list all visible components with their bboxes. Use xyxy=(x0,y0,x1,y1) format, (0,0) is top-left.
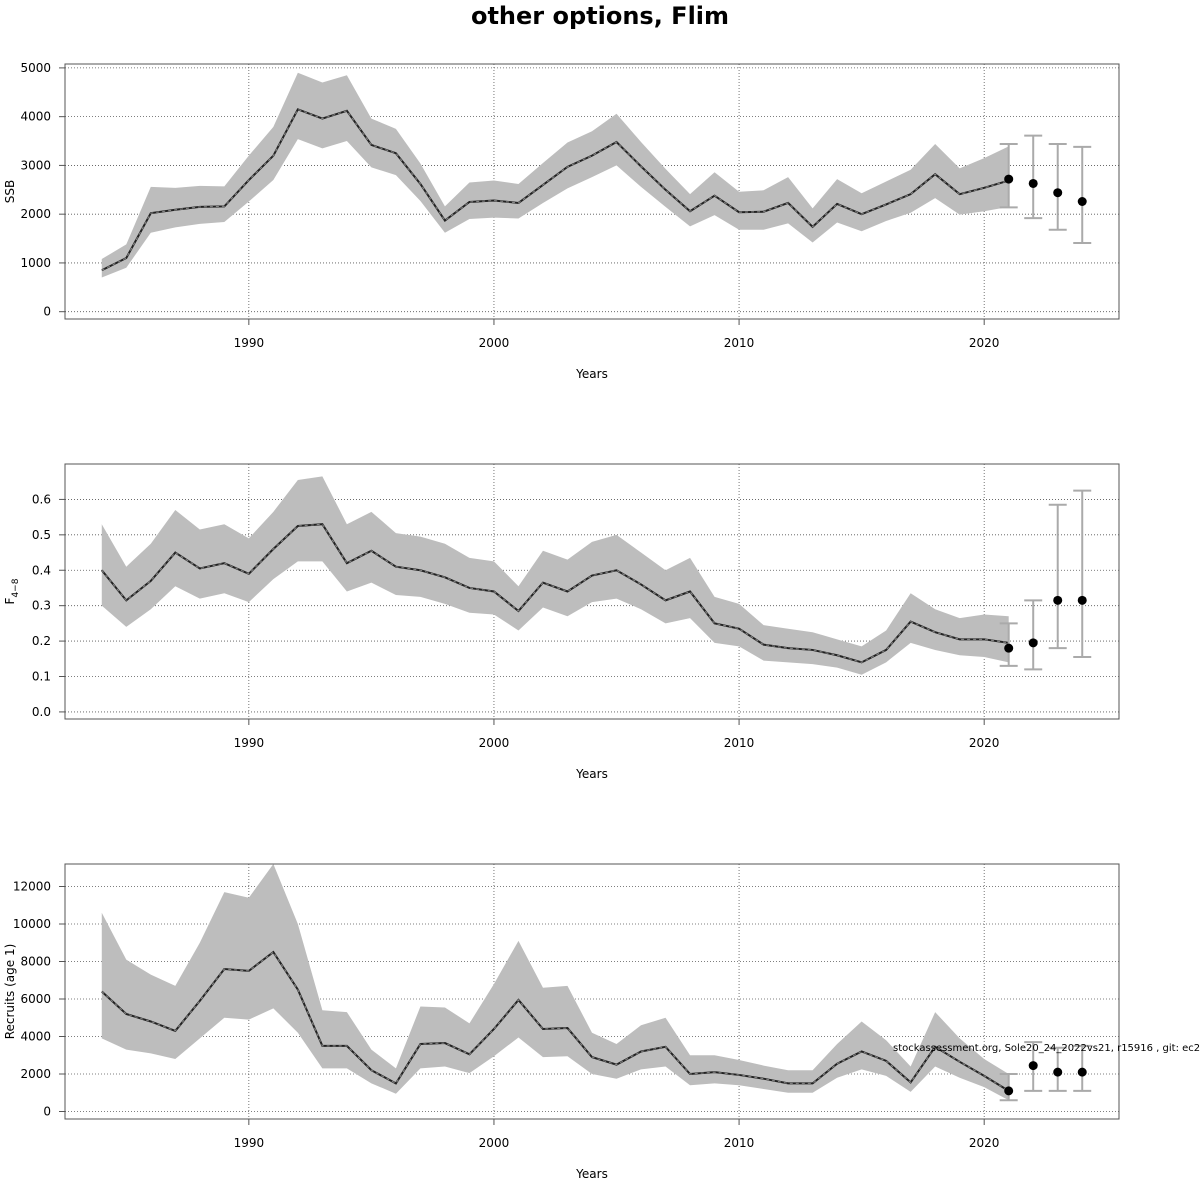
recruits-forecast-point xyxy=(1053,1067,1063,1077)
f-xlabel: Years xyxy=(575,767,608,781)
watermark-note: stockassessment.org, Sole20_24_2022vs21,… xyxy=(893,1043,1200,1054)
recruits-ytick-label: 0 xyxy=(43,1105,51,1119)
f-xtick-label: 2000 xyxy=(479,736,510,750)
f-plot-frame xyxy=(64,463,1120,720)
ssb-xtick-label: 2020 xyxy=(969,336,1000,350)
recruits-xtick-label: 2000 xyxy=(479,1136,510,1150)
ssb-forecast-point xyxy=(1077,196,1087,206)
f-ytick-label: 0.6 xyxy=(32,492,51,506)
ssb-ytick-label: 5000 xyxy=(20,61,51,75)
recruits-ytick-label: 4000 xyxy=(20,1030,51,1044)
f-confidence-band xyxy=(101,476,1009,675)
f-forecast-point xyxy=(1077,595,1087,605)
f-ytick-label: 0.1 xyxy=(32,670,51,684)
recruits-ytick-label: 6000 xyxy=(20,992,51,1006)
recruits-ytick-label: 12000 xyxy=(13,880,51,894)
recruits-xtick-label: 1990 xyxy=(234,1136,265,1150)
f-ytick-label: 0.2 xyxy=(32,634,51,648)
recruits-ytick-label: 8000 xyxy=(20,955,51,969)
ssb-estimate-line-dash xyxy=(101,108,1009,271)
ssb-panel: 1990 2000 2010 2020 0 1000 2000 3000 4000 5000 Yea… xyxy=(3,61,1120,381)
f-ylabel-main: F xyxy=(3,597,17,604)
recruits-panel: 1990 2000 2010 2020 0 2000 4000 6000 8000 10000 12… xyxy=(3,863,1120,1181)
f-xtick-label: 1990 xyxy=(234,736,265,750)
ssb-forecast-point xyxy=(1053,188,1063,198)
f-ytick-label: 0.5 xyxy=(32,528,51,542)
f-ytick-label: 0.0 xyxy=(32,705,51,719)
ssb-ytick-label: 2000 xyxy=(20,207,51,221)
recruits-estimate-line-dash xyxy=(101,951,1009,1092)
recruits-confidence-band xyxy=(101,864,1009,1101)
f-ytick-label: 0.3 xyxy=(32,599,51,613)
recruits-plot-frame xyxy=(64,863,1120,1120)
recruits-forecast-point xyxy=(1004,1086,1014,1096)
ssb-xtick-label: 1990 xyxy=(234,336,265,350)
ssb-ytick-label: 1000 xyxy=(20,256,51,270)
recruits-xtick-label: 2010 xyxy=(724,1136,755,1150)
recruits-xtick-label: 2020 xyxy=(969,1136,1000,1150)
ssb-ytick-label: 3000 xyxy=(20,158,51,172)
ssb-forecast-point xyxy=(1004,174,1014,184)
ssb-xtick-label: 2010 xyxy=(724,336,755,350)
ssb-forecast-point xyxy=(1028,178,1038,188)
ssb-xlabel: Years xyxy=(575,367,608,381)
f-estimate-line-dash xyxy=(101,523,1009,663)
recruits-forecast-point xyxy=(1028,1061,1038,1071)
figure-title: other options, Flim xyxy=(471,2,729,30)
f-panel: 1990 2000 2010 2020 0.0 0.1 0.2 0.3 0.4 0.5 0.6 Yea… xyxy=(3,463,1120,781)
ssb-ytick-label: 0 xyxy=(43,305,51,319)
recruits-ytick-label: 10000 xyxy=(13,917,51,931)
recruits-ylabel: Recruits (age 1) xyxy=(3,944,17,1040)
recruits-xlabel: Years xyxy=(575,1167,608,1181)
recruits-forecast-point xyxy=(1077,1067,1087,1077)
f-ylabel: F4−8 xyxy=(3,578,21,604)
recruits-ytick-label: 2000 xyxy=(20,1067,51,1081)
panels: 1990 2000 2010 2020 0 1000 2000 3000 4000 5000 Yea… xyxy=(3,61,1120,1181)
ssb-ytick-label: 4000 xyxy=(20,110,51,124)
f-forecast-point xyxy=(1028,638,1038,648)
ssb-plot-frame xyxy=(64,63,1120,320)
f-ylabel-sub: 4−8 xyxy=(11,578,21,597)
ssb-ylabel: SSB xyxy=(3,180,17,203)
f-xtick-label: 2020 xyxy=(969,736,1000,750)
f-xtick-label: 2010 xyxy=(724,736,755,750)
f-forecast-point xyxy=(1053,595,1063,605)
ssb-xtick-label: 2000 xyxy=(479,336,510,350)
f-forecast-point xyxy=(1004,643,1014,653)
f-ytick-label: 0.4 xyxy=(32,563,51,577)
